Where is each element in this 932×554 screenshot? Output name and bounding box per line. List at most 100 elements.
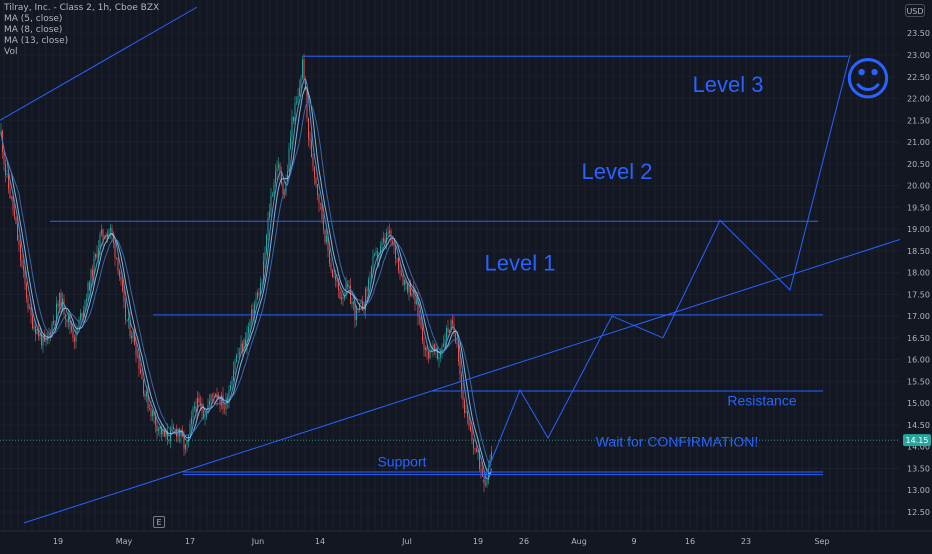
candle — [393, 243, 395, 246]
candle — [474, 447, 476, 449]
candle — [440, 354, 441, 358]
candle — [185, 444, 186, 449]
projection-path[interactable] — [482, 54, 851, 482]
candle — [359, 304, 360, 310]
candle — [165, 431, 167, 437]
candle — [426, 347, 428, 352]
annotation-text[interactable]: Level 1 — [485, 250, 556, 275]
candle — [429, 350, 431, 359]
candle — [66, 319, 68, 323]
candle — [197, 397, 198, 412]
candle — [491, 451, 492, 460]
candle — [161, 426, 162, 435]
annotation-text[interactable]: Support — [377, 453, 426, 469]
trend-line[interactable] — [23, 228, 932, 524]
candle — [428, 351, 429, 359]
symbol-title[interactable]: Tilray, Inc. - Class 2, 1h, Cboe BZX — [4, 3, 160, 13]
candle — [486, 479, 488, 485]
candle — [213, 395, 215, 397]
candle — [275, 171, 276, 184]
candle — [287, 171, 288, 182]
candle — [437, 347, 438, 359]
candle — [57, 303, 59, 307]
candle — [206, 413, 207, 417]
candle — [254, 304, 255, 317]
price-tick-label: 22.00 — [907, 95, 930, 104]
candle — [431, 350, 432, 352]
candle — [308, 117, 309, 139]
candle — [36, 329, 38, 334]
candle — [81, 313, 83, 318]
candle — [290, 137, 291, 149]
candle — [464, 400, 465, 414]
candle — [119, 270, 120, 277]
candle — [45, 338, 47, 342]
candle — [171, 426, 173, 429]
candle — [14, 210, 15, 217]
candle — [311, 140, 312, 158]
candle — [129, 317, 131, 336]
candle — [141, 373, 143, 380]
candle — [239, 352, 240, 355]
time-tick-label: 9 — [631, 537, 636, 546]
candle — [417, 299, 419, 317]
candle — [186, 440, 188, 445]
time-tick-label: 19 — [53, 537, 63, 546]
candle — [263, 260, 264, 283]
ma-8-indicator[interactable]: MA (8, close) — [4, 25, 63, 35]
candle — [288, 148, 290, 172]
annotation-text[interactable]: Level 2 — [582, 159, 653, 184]
ma-5-indicator[interactable]: MA (5, close) — [4, 14, 63, 24]
candle — [147, 391, 149, 408]
candle — [252, 309, 254, 317]
candle — [144, 394, 146, 397]
candle — [315, 177, 317, 185]
candle — [90, 269, 92, 291]
candle — [251, 309, 252, 322]
price-tick-label: 21.00 — [907, 138, 930, 147]
candle — [465, 411, 467, 414]
candle — [363, 310, 365, 311]
candle — [344, 296, 345, 299]
candle — [60, 293, 62, 309]
time-tick-label: Aug — [571, 537, 587, 546]
candle — [153, 410, 155, 416]
time-tick-label: Jun — [251, 537, 265, 546]
candle — [405, 280, 407, 285]
candle — [488, 466, 489, 480]
trend-line[interactable] — [0, 6, 198, 121]
time-axis[interactable] — [0, 531, 932, 550]
candle — [204, 416, 206, 418]
annotation-text[interactable]: Wait for CONFIRMATION! — [596, 434, 759, 450]
volume-indicator[interactable]: Vol — [4, 47, 18, 57]
candle — [312, 157, 314, 167]
ma-13-indicator[interactable]: MA (13, close) — [4, 36, 69, 46]
candle — [132, 333, 134, 339]
annotation-text[interactable]: Resistance — [727, 392, 796, 408]
candle — [32, 315, 33, 329]
candle — [281, 171, 282, 184]
candle — [191, 417, 192, 424]
smiley-icon[interactable]: ☺ — [844, 52, 892, 106]
candle — [50, 332, 51, 336]
candle — [317, 184, 318, 195]
candle — [227, 397, 228, 403]
candle — [138, 355, 140, 369]
time-tick-label: 23 — [741, 537, 751, 546]
candle — [335, 276, 336, 281]
candle — [269, 211, 270, 219]
candle — [159, 426, 161, 429]
candle — [473, 439, 474, 448]
candle — [234, 361, 236, 370]
currency-button[interactable]: USD — [905, 4, 925, 17]
price-axis[interactable] — [900, 0, 932, 550]
candle — [183, 436, 185, 449]
candle — [116, 257, 117, 259]
annotation-text[interactable]: Level 3 — [693, 72, 764, 97]
candle — [156, 424, 158, 432]
candle — [5, 164, 6, 175]
candle — [87, 282, 89, 300]
candle — [485, 483, 486, 485]
